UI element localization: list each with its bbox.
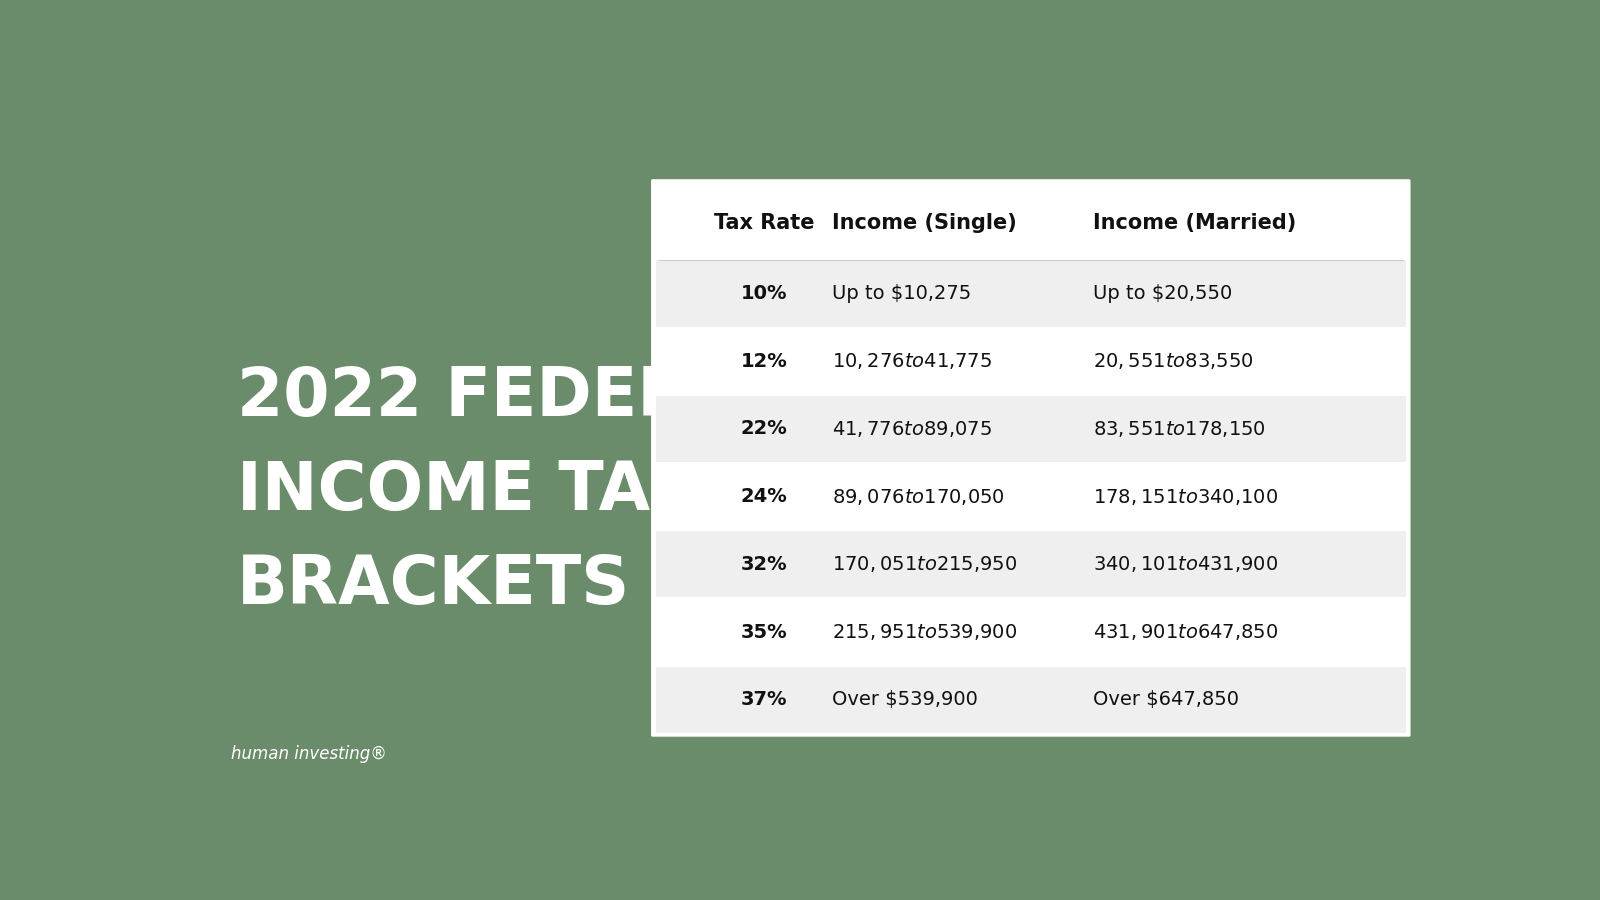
FancyBboxPatch shape bbox=[656, 396, 1406, 462]
Text: $170,051 to $215,950: $170,051 to $215,950 bbox=[832, 554, 1018, 574]
Text: $178,151 to $340,100: $178,151 to $340,100 bbox=[1093, 487, 1278, 507]
Text: BRACKETS: BRACKETS bbox=[237, 552, 630, 617]
Text: 10%: 10% bbox=[741, 284, 787, 303]
Text: $340,101 to $431,900: $340,101 to $431,900 bbox=[1093, 554, 1278, 574]
Text: $89,076 to $170,050: $89,076 to $170,050 bbox=[832, 487, 1005, 507]
Text: human investing®: human investing® bbox=[230, 745, 387, 763]
Text: $41,776 to $89,075: $41,776 to $89,075 bbox=[832, 419, 992, 439]
Text: Income (Married): Income (Married) bbox=[1093, 213, 1296, 233]
Text: $215,951 to $539,900: $215,951 to $539,900 bbox=[832, 622, 1018, 642]
Text: 32%: 32% bbox=[741, 555, 787, 574]
FancyBboxPatch shape bbox=[656, 667, 1406, 733]
FancyBboxPatch shape bbox=[656, 531, 1406, 598]
Text: $83,551 to $178,150: $83,551 to $178,150 bbox=[1093, 419, 1266, 439]
Text: 37%: 37% bbox=[741, 690, 787, 709]
Text: INCOME TAX: INCOME TAX bbox=[237, 458, 702, 524]
Text: $20,551 to $83,550: $20,551 to $83,550 bbox=[1093, 351, 1253, 371]
Text: $431,901 to $647,850: $431,901 to $647,850 bbox=[1093, 622, 1278, 642]
Text: Tax Rate: Tax Rate bbox=[714, 213, 814, 233]
Text: 2022 FEDERAL: 2022 FEDERAL bbox=[237, 364, 782, 430]
Text: Over $539,900: Over $539,900 bbox=[832, 690, 978, 709]
Text: Over $647,850: Over $647,850 bbox=[1093, 690, 1238, 709]
Text: Income (Single): Income (Single) bbox=[832, 213, 1018, 233]
Text: Up to $10,275: Up to $10,275 bbox=[832, 284, 971, 303]
Text: Up to $20,550: Up to $20,550 bbox=[1093, 284, 1232, 303]
Text: 35%: 35% bbox=[741, 623, 787, 642]
Text: $10,276 to $41,775: $10,276 to $41,775 bbox=[832, 351, 992, 371]
Text: 22%: 22% bbox=[741, 419, 787, 438]
FancyBboxPatch shape bbox=[656, 260, 1406, 327]
FancyBboxPatch shape bbox=[651, 179, 1411, 737]
Text: 12%: 12% bbox=[741, 352, 787, 371]
Text: 24%: 24% bbox=[741, 487, 787, 506]
